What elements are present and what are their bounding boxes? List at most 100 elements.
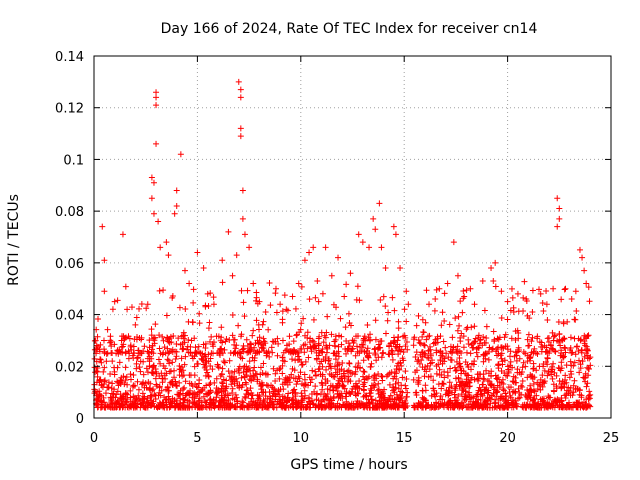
data-point (195, 397, 202, 404)
data-point (547, 341, 554, 348)
data-point (403, 376, 410, 383)
data-point (340, 382, 347, 389)
data-point (243, 336, 250, 343)
data-point (210, 350, 217, 357)
x-tick-label: 25 (603, 431, 620, 446)
data-point (272, 290, 279, 297)
data-point (442, 344, 449, 351)
data-point (294, 378, 301, 385)
data-point (518, 391, 525, 398)
data-point (143, 305, 150, 312)
data-point (360, 368, 367, 375)
data-point (124, 401, 131, 408)
data-point (94, 373, 101, 380)
data-point (131, 336, 138, 343)
data-point (155, 218, 162, 225)
data-point (249, 332, 256, 339)
data-point (529, 308, 536, 315)
data-point (195, 403, 202, 410)
data-point (534, 333, 541, 340)
data-point (247, 385, 254, 392)
data-point (299, 397, 306, 404)
data-point (582, 342, 589, 349)
data-points (91, 78, 594, 411)
data-point (298, 362, 305, 369)
data-point (246, 346, 253, 353)
data-point (372, 226, 379, 233)
data-point (184, 343, 191, 350)
data-point (417, 340, 424, 347)
data-point (202, 359, 209, 366)
data-point (360, 373, 367, 380)
data-point (549, 345, 556, 352)
data-point (312, 368, 319, 375)
data-point (586, 298, 593, 305)
data-point (569, 349, 576, 356)
data-point (314, 390, 321, 397)
data-point (504, 372, 511, 379)
data-point (262, 308, 269, 315)
data-point (464, 383, 471, 390)
data-point (551, 396, 558, 403)
data-point (585, 365, 592, 372)
data-point (146, 386, 153, 393)
data-point (141, 343, 148, 350)
data-point (561, 286, 568, 293)
data-point (144, 400, 151, 407)
data-point (390, 223, 397, 230)
data-point (387, 403, 394, 410)
data-point (356, 343, 363, 350)
data-point (401, 401, 408, 408)
data-point (312, 404, 319, 411)
data-point (211, 379, 218, 386)
data-point (486, 344, 493, 351)
data-point (392, 343, 399, 350)
data-point (531, 402, 538, 409)
data-point (477, 396, 484, 403)
axis-ticks: 0 0.02 0.04 0.06 0.08 0.1 0.12 0.14 0 5 10 15 20 25 (55, 50, 619, 446)
data-point (556, 215, 563, 222)
data-point (253, 317, 260, 324)
data-point (167, 399, 174, 406)
data-point (441, 317, 448, 324)
data-point (199, 386, 206, 393)
data-point (382, 265, 389, 272)
data-point (292, 349, 299, 356)
data-point (479, 342, 486, 349)
data-point (492, 259, 499, 266)
data-point (539, 372, 546, 379)
data-point (110, 390, 117, 397)
data-point (166, 339, 173, 346)
data-point (480, 334, 487, 341)
data-point (220, 388, 227, 395)
data-point (245, 365, 252, 372)
data-point (347, 322, 354, 329)
data-point (482, 355, 489, 362)
data-point (557, 342, 564, 349)
data-point (334, 371, 341, 378)
data-point (94, 397, 101, 404)
data-point (586, 392, 593, 399)
data-point (289, 356, 296, 363)
data-point (313, 349, 320, 356)
data-point (437, 357, 444, 364)
data-point (169, 293, 176, 300)
data-point (442, 391, 449, 398)
data-point (504, 404, 511, 411)
data-point (483, 323, 490, 330)
data-point (175, 335, 182, 342)
data-point (285, 397, 292, 404)
data-point (107, 371, 114, 378)
data-point (453, 346, 460, 353)
data-point (519, 378, 526, 385)
data-point (120, 333, 127, 340)
data-point (237, 86, 244, 93)
data-point (250, 372, 257, 379)
data-point (391, 389, 398, 396)
data-point (511, 353, 518, 360)
data-point (447, 356, 454, 363)
data-point (195, 404, 202, 411)
data-point (543, 301, 550, 308)
data-point (374, 387, 381, 394)
data-point (169, 359, 176, 366)
